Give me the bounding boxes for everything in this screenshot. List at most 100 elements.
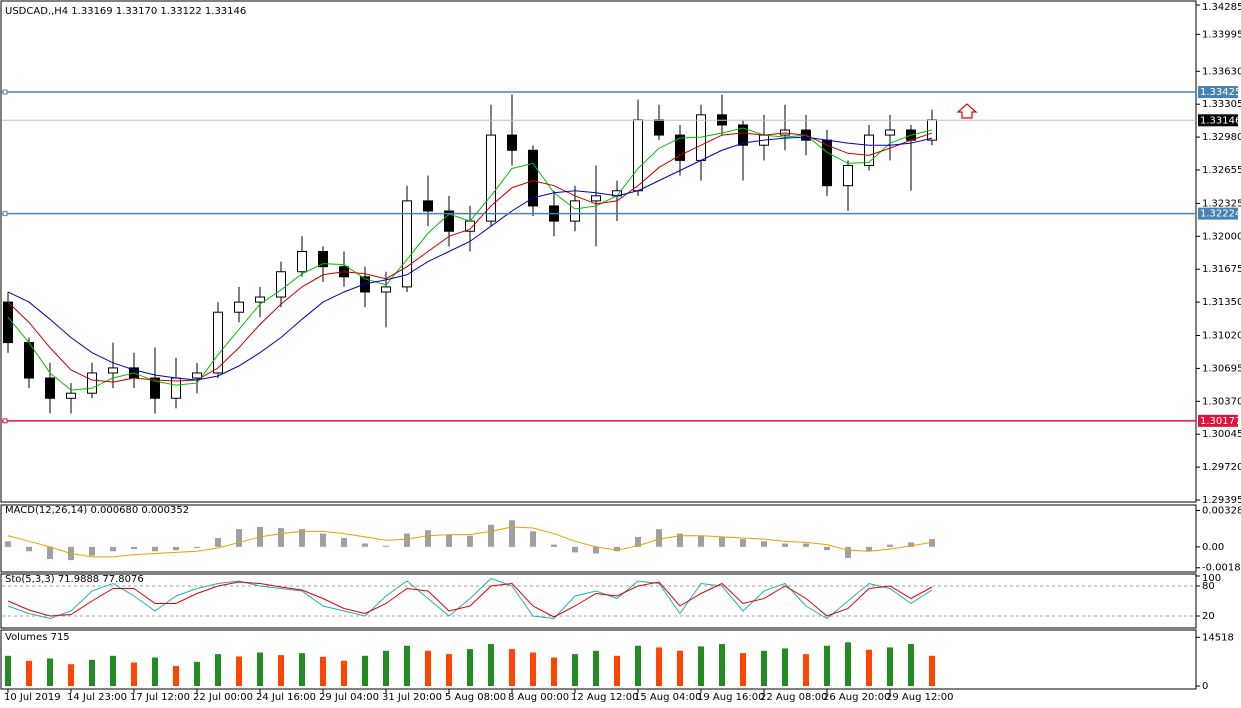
- bar: [698, 646, 704, 686]
- bar: [509, 649, 515, 686]
- bar: [803, 654, 809, 686]
- bar: [47, 658, 53, 686]
- y-tick-label: 0: [1202, 681, 1208, 692]
- bar: [299, 653, 305, 686]
- bar: [194, 661, 200, 686]
- bar: [782, 648, 788, 686]
- candle-body: [591, 195, 601, 202]
- bar: [173, 546, 179, 551]
- bar: [404, 645, 410, 686]
- bar: [530, 652, 536, 686]
- y-tick-label: 1.32655: [1202, 165, 1241, 176]
- bar: [677, 650, 683, 686]
- bar: [740, 539, 746, 547]
- bar: [152, 546, 158, 552]
- bar: [509, 520, 515, 547]
- bar: [26, 546, 32, 552]
- bar: [68, 664, 74, 686]
- candle-body: [822, 139, 832, 187]
- y-tick-label: 1.32325: [1202, 198, 1241, 209]
- level-handle: [2, 89, 8, 95]
- bar: [320, 656, 326, 686]
- bar: [383, 545, 389, 547]
- bar: [173, 665, 179, 686]
- candle-body: [87, 372, 97, 394]
- y-tick-label: 1.32000: [1202, 231, 1241, 242]
- bar: [929, 655, 935, 686]
- y-tick-label: 14518: [1202, 632, 1234, 643]
- level-handle: [2, 418, 8, 424]
- bar: [866, 649, 872, 686]
- bar: [215, 538, 221, 547]
- bar: [551, 657, 557, 686]
- candle-body: [255, 296, 265, 303]
- bar: [446, 654, 452, 686]
- bar: [761, 650, 767, 686]
- bar: [404, 533, 410, 547]
- y-tick-label: 80: [1202, 581, 1215, 592]
- bar: [845, 642, 851, 686]
- bar: [47, 546, 53, 560]
- x-tick-label: 24 Jul 16:00: [256, 692, 316, 703]
- volume-pane: [0, 629, 1197, 690]
- indicator-line: [7, 577, 933, 620]
- bar: [908, 542, 914, 547]
- y-tick-label: 100: [1202, 573, 1221, 584]
- bar: [383, 650, 389, 686]
- bar: [677, 533, 683, 547]
- x-tick-label: 17 Jul 12:00: [130, 692, 190, 703]
- x-tick-label: 5 Aug 08:00: [445, 692, 506, 703]
- bar: [5, 655, 11, 686]
- bar: [89, 546, 95, 556]
- indicator-line: [7, 136, 933, 381]
- y-tick-label: 1.31675: [1202, 264, 1241, 275]
- bar: [320, 533, 326, 547]
- bar: [656, 529, 662, 547]
- level-label: 1.32224: [1200, 209, 1241, 220]
- bar: [89, 659, 95, 686]
- bar: [362, 655, 368, 686]
- y-tick-label: 0.003288: [1202, 505, 1241, 516]
- bar: [236, 656, 242, 686]
- candle-body: [780, 129, 790, 136]
- price-label: 1.33146: [1200, 115, 1241, 126]
- candle-body: [423, 200, 433, 212]
- indicator-line: [7, 526, 933, 558]
- bar: [488, 644, 494, 686]
- y-tick-label: 1.29395: [1202, 495, 1241, 506]
- level-label-box: [1198, 207, 1238, 220]
- bar: [194, 546, 200, 548]
- candle-body: [507, 134, 517, 151]
- y-tick-label: -0.001886: [1202, 563, 1241, 574]
- level-label-box: [1198, 86, 1238, 99]
- bar: [614, 655, 620, 686]
- x-tick-label: 19 Aug 16:00: [697, 692, 764, 703]
- pane-title: Sto(5,3,3) 71.9888 77.8076: [5, 574, 144, 585]
- buy-arrow: [956, 103, 978, 119]
- candle-body: [213, 311, 223, 374]
- x-tick-label: 22 Jul 00:00: [193, 692, 253, 703]
- x-tick-label: 10 Jul 2019: [4, 692, 61, 703]
- y-tick-label: 1.30370: [1202, 396, 1241, 407]
- bar: [929, 539, 935, 547]
- bar: [572, 654, 578, 686]
- bar: [530, 531, 536, 547]
- candle-body: [381, 286, 391, 293]
- bar: [824, 546, 830, 551]
- pane-title: USDCAD.,H4 1.33169 1.33170 1.33122 1.331…: [5, 6, 246, 17]
- bar: [362, 543, 368, 547]
- indicator-line: [7, 132, 933, 383]
- bar: [761, 541, 767, 547]
- bar: [26, 660, 32, 686]
- bar: [887, 544, 893, 547]
- macd-pane: [0, 504, 1197, 573]
- y-tick-label: 1.30045: [1202, 429, 1241, 440]
- pane-title: Volumes 715: [5, 632, 70, 643]
- bar: [635, 645, 641, 686]
- bar: [446, 534, 452, 547]
- bar: [152, 657, 158, 686]
- bar: [5, 541, 11, 547]
- bar: [635, 536, 641, 547]
- candle-body: [402, 200, 412, 288]
